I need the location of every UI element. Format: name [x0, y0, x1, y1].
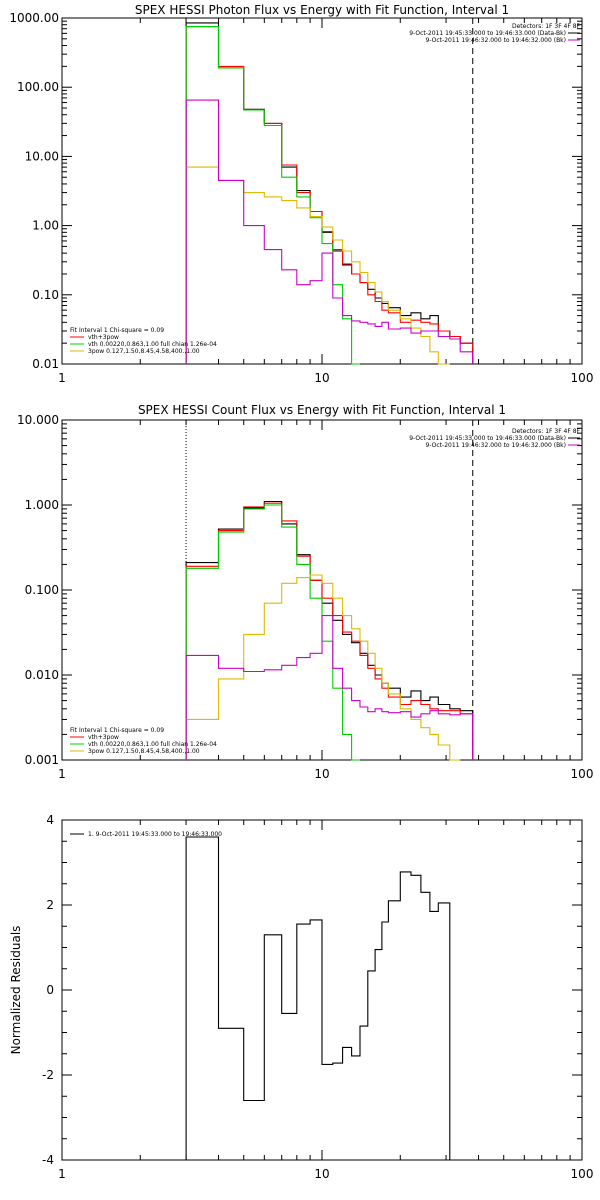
- x-tick-label: 100: [571, 1167, 594, 1181]
- time-interval-label: 9-Oct-2011 19:45:33.000 to 19:46:33.000 …: [409, 30, 566, 37]
- series-1-histogram: [185, 22, 474, 364]
- y-axis-label: Normalized Residuals: [9, 926, 23, 1055]
- detectors-label: Detectors: 1F 3F 4F 8F: [512, 428, 581, 435]
- x-tick-label: 1: [58, 1167, 66, 1181]
- plot-frame: [61, 17, 583, 365]
- time-interval-label: 9-Oct-2011 19:46:32.000 to 19:46:32.000 …: [426, 37, 567, 44]
- x-tick-label: 100: [571, 371, 594, 385]
- series-3-histogram: [185, 26, 360, 365]
- y-tick-label: 0.01: [32, 357, 59, 371]
- chart-title: SPEX HESSI Photon Flux vs Energy with Fi…: [135, 3, 509, 17]
- series-5-histogram: [185, 99, 474, 364]
- y-tick-label: -2: [42, 1068, 54, 1082]
- series-2-histogram: [185, 26, 474, 364]
- y-tick-label: 0: [46, 983, 54, 997]
- series-4-histogram: [185, 166, 450, 365]
- x-tick-label: 1: [58, 371, 66, 385]
- y-tick-label: 1.000: [25, 498, 59, 512]
- detectors-label: Detectors: 1F 3F 4F 8F: [512, 23, 581, 30]
- y-tick-label: 10.00: [25, 149, 59, 163]
- chart-panel-3: 1 10 100 -4 -2 0 2 4 Normalized Residuals 1. 9-Oc…: [9, 813, 593, 1181]
- x-tick-label: 1: [58, 767, 66, 781]
- series-4-histogram: [185, 574, 461, 761]
- series-1-histogram: [185, 500, 474, 760]
- series-2-histogram: [185, 502, 474, 760]
- chart-panel-2: SPEX HESSI Count Flux vs Energy with Fit…: [17, 403, 593, 781]
- legend-entry: vth 0.00220,0.863,1.00 full chian 1.26e-…: [88, 341, 217, 348]
- y-tick-label: 10.000: [17, 413, 59, 427]
- time-interval-label: 9-Oct-2011 19:46:32.000 to 19:46:32.000 …: [426, 442, 567, 449]
- chart-panel-1: SPEX HESSI Photon Flux vs Energy with Fi…: [9, 3, 593, 385]
- y-tick-label: 100.00: [17, 80, 59, 94]
- series-5-histogram: [185, 615, 474, 760]
- y-tick-label: -4: [42, 1153, 54, 1167]
- y-tick-label: 0.100: [25, 583, 59, 597]
- series-3-histogram: [185, 504, 360, 761]
- legend-entry: vth 0.00220,0.863,1.00 full chian 1.26e-…: [88, 741, 217, 748]
- y-tick-label: 2: [46, 898, 54, 912]
- legend-header: Fit Interval 1 Chi-square = 0.09: [70, 727, 164, 734]
- chart-title: SPEX HESSI Count Flux vs Energy with Fit…: [138, 403, 506, 417]
- legend-entry: vth+3pow: [88, 334, 119, 341]
- x-tick-label: 10: [314, 767, 329, 781]
- legend-entry: vth+3pow: [88, 734, 119, 741]
- y-tick-label: 0.10: [32, 288, 59, 302]
- y-tick-label: 1000.00: [9, 11, 59, 25]
- x-tick-label: 10: [314, 1167, 329, 1181]
- legend-header: Fit Interval 1 Chi-square = 0.09: [70, 327, 164, 334]
- time-interval-label: 9-Oct-2011 19:45:33.000 to 19:46:33.000 …: [409, 435, 566, 442]
- x-tick-label: 100: [571, 767, 594, 781]
- y-tick-label: 0.001: [25, 753, 59, 767]
- x-tick-label: 10: [314, 371, 329, 385]
- legend-entry: 3pow 0.127,1.50,8.45,4.58,400.,1.00: [88, 348, 200, 355]
- legend-entry: 3pow 0.127,1.50,8.45,4.58,400.,1.00: [88, 748, 200, 755]
- series-1-histogram: [185, 836, 451, 1160]
- legend-entry: 1. 9-Oct-2011 19:45:33.000 to 19:46:33.0…: [88, 831, 222, 838]
- y-tick-label: 4: [46, 813, 54, 827]
- y-tick-label: 1.00: [32, 219, 59, 233]
- y-tick-label: 0.010: [25, 668, 59, 682]
